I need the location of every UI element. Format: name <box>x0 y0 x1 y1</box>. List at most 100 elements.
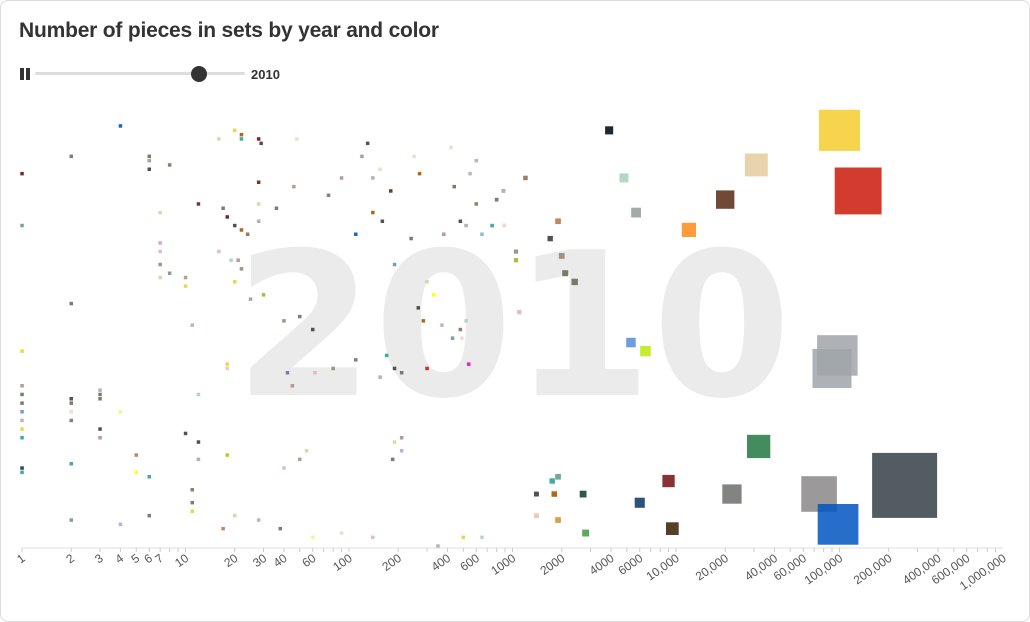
data-point[interactable] <box>311 535 315 540</box>
data-point[interactable] <box>378 375 382 379</box>
data-point[interactable] <box>817 504 859 545</box>
data-point[interactable] <box>278 526 283 531</box>
data-point[interactable] <box>399 436 404 440</box>
data-point[interactable] <box>722 484 742 504</box>
data-point[interactable] <box>354 358 358 362</box>
data-point[interactable] <box>605 126 614 135</box>
data-point[interactable] <box>371 535 375 540</box>
data-point[interactable] <box>558 253 565 259</box>
data-point[interactable] <box>158 262 162 267</box>
data-point[interactable] <box>399 449 404 453</box>
data-point[interactable] <box>634 497 645 508</box>
data-point[interactable] <box>20 401 24 405</box>
data-point[interactable] <box>555 473 561 480</box>
data-point[interactable] <box>69 397 74 401</box>
data-point[interactable] <box>256 219 261 224</box>
data-point[interactable] <box>20 410 24 414</box>
data-point[interactable] <box>339 176 344 180</box>
data-point[interactable] <box>452 184 457 189</box>
data-point[interactable] <box>412 154 416 159</box>
data-point[interactable] <box>468 171 472 176</box>
data-point[interactable] <box>167 163 172 167</box>
data-point[interactable] <box>290 384 295 388</box>
data-point[interactable] <box>365 141 370 146</box>
data-point[interactable] <box>378 167 382 172</box>
data-point[interactable] <box>450 336 455 340</box>
data-point[interactable] <box>20 223 24 228</box>
data-point[interactable] <box>467 362 471 366</box>
data-point[interactable] <box>69 301 74 306</box>
data-point[interactable] <box>158 241 162 245</box>
data-point[interactable] <box>480 232 484 237</box>
data-point[interactable] <box>818 109 860 151</box>
data-point[interactable] <box>259 141 263 146</box>
data-point[interactable] <box>619 173 629 183</box>
data-point[interactable] <box>399 371 404 375</box>
data-point[interactable] <box>292 184 296 189</box>
data-point[interactable] <box>190 500 195 505</box>
data-point[interactable] <box>233 128 237 133</box>
data-point[interactable] <box>147 513 152 518</box>
data-point[interactable] <box>425 280 429 284</box>
data-point[interactable] <box>517 310 522 315</box>
data-point[interactable] <box>436 544 440 548</box>
data-point[interactable] <box>225 215 230 219</box>
data-point[interactable] <box>513 258 519 263</box>
data-point[interactable] <box>313 371 317 375</box>
data-point[interactable] <box>183 431 188 436</box>
data-point[interactable] <box>285 371 290 375</box>
data-point[interactable] <box>555 517 561 523</box>
data-point[interactable] <box>69 154 74 159</box>
data-point[interactable] <box>716 190 735 209</box>
data-point[interactable] <box>183 284 188 288</box>
data-point[interactable] <box>371 176 375 180</box>
data-point[interactable] <box>147 154 152 159</box>
data-point[interactable] <box>134 453 139 457</box>
data-point[interactable] <box>20 392 24 397</box>
data-point[interactable] <box>534 513 539 519</box>
data-point[interactable] <box>183 275 188 280</box>
data-point[interactable] <box>354 232 358 237</box>
data-point[interactable] <box>458 219 463 224</box>
data-point[interactable] <box>502 223 507 228</box>
data-point[interactable] <box>551 491 558 497</box>
year-slider-track[interactable] <box>35 66 245 82</box>
data-point[interactable] <box>513 249 519 254</box>
data-point[interactable] <box>229 258 233 263</box>
data-point[interactable] <box>20 349 24 353</box>
data-point[interactable] <box>666 522 679 535</box>
data-point[interactable] <box>274 206 279 211</box>
data-point[interactable] <box>458 327 463 332</box>
data-point[interactable] <box>392 366 397 371</box>
data-point[interactable] <box>389 189 393 193</box>
data-point[interactable] <box>579 490 587 498</box>
data-point[interactable] <box>98 427 102 431</box>
data-point[interactable] <box>196 392 201 397</box>
data-point[interactable] <box>256 518 261 522</box>
data-point[interactable] <box>523 175 528 181</box>
data-point[interactable] <box>147 158 152 163</box>
data-point[interactable] <box>233 223 237 228</box>
data-point[interactable] <box>442 232 446 237</box>
data-point[interactable] <box>190 509 195 514</box>
data-point[interactable] <box>432 293 436 297</box>
data-point[interactable] <box>494 197 499 202</box>
data-point[interactable] <box>747 434 771 459</box>
data-point[interactable] <box>196 440 201 444</box>
data-point[interactable] <box>236 258 240 263</box>
data-point[interactable] <box>239 132 244 137</box>
data-point[interactable] <box>331 366 335 371</box>
data-point[interactable] <box>421 319 426 323</box>
data-point[interactable] <box>534 491 539 497</box>
data-point[interactable] <box>69 401 74 405</box>
data-point[interactable] <box>221 526 225 531</box>
data-point[interactable] <box>461 535 466 540</box>
data-point[interactable] <box>304 449 309 453</box>
data-point[interactable] <box>261 293 266 297</box>
data-point[interactable] <box>225 366 230 371</box>
data-point[interactable] <box>20 466 24 470</box>
data-point[interactable] <box>626 337 636 348</box>
data-point[interactable] <box>233 513 237 518</box>
data-point[interactable] <box>464 223 468 228</box>
data-point[interactable] <box>98 392 102 397</box>
